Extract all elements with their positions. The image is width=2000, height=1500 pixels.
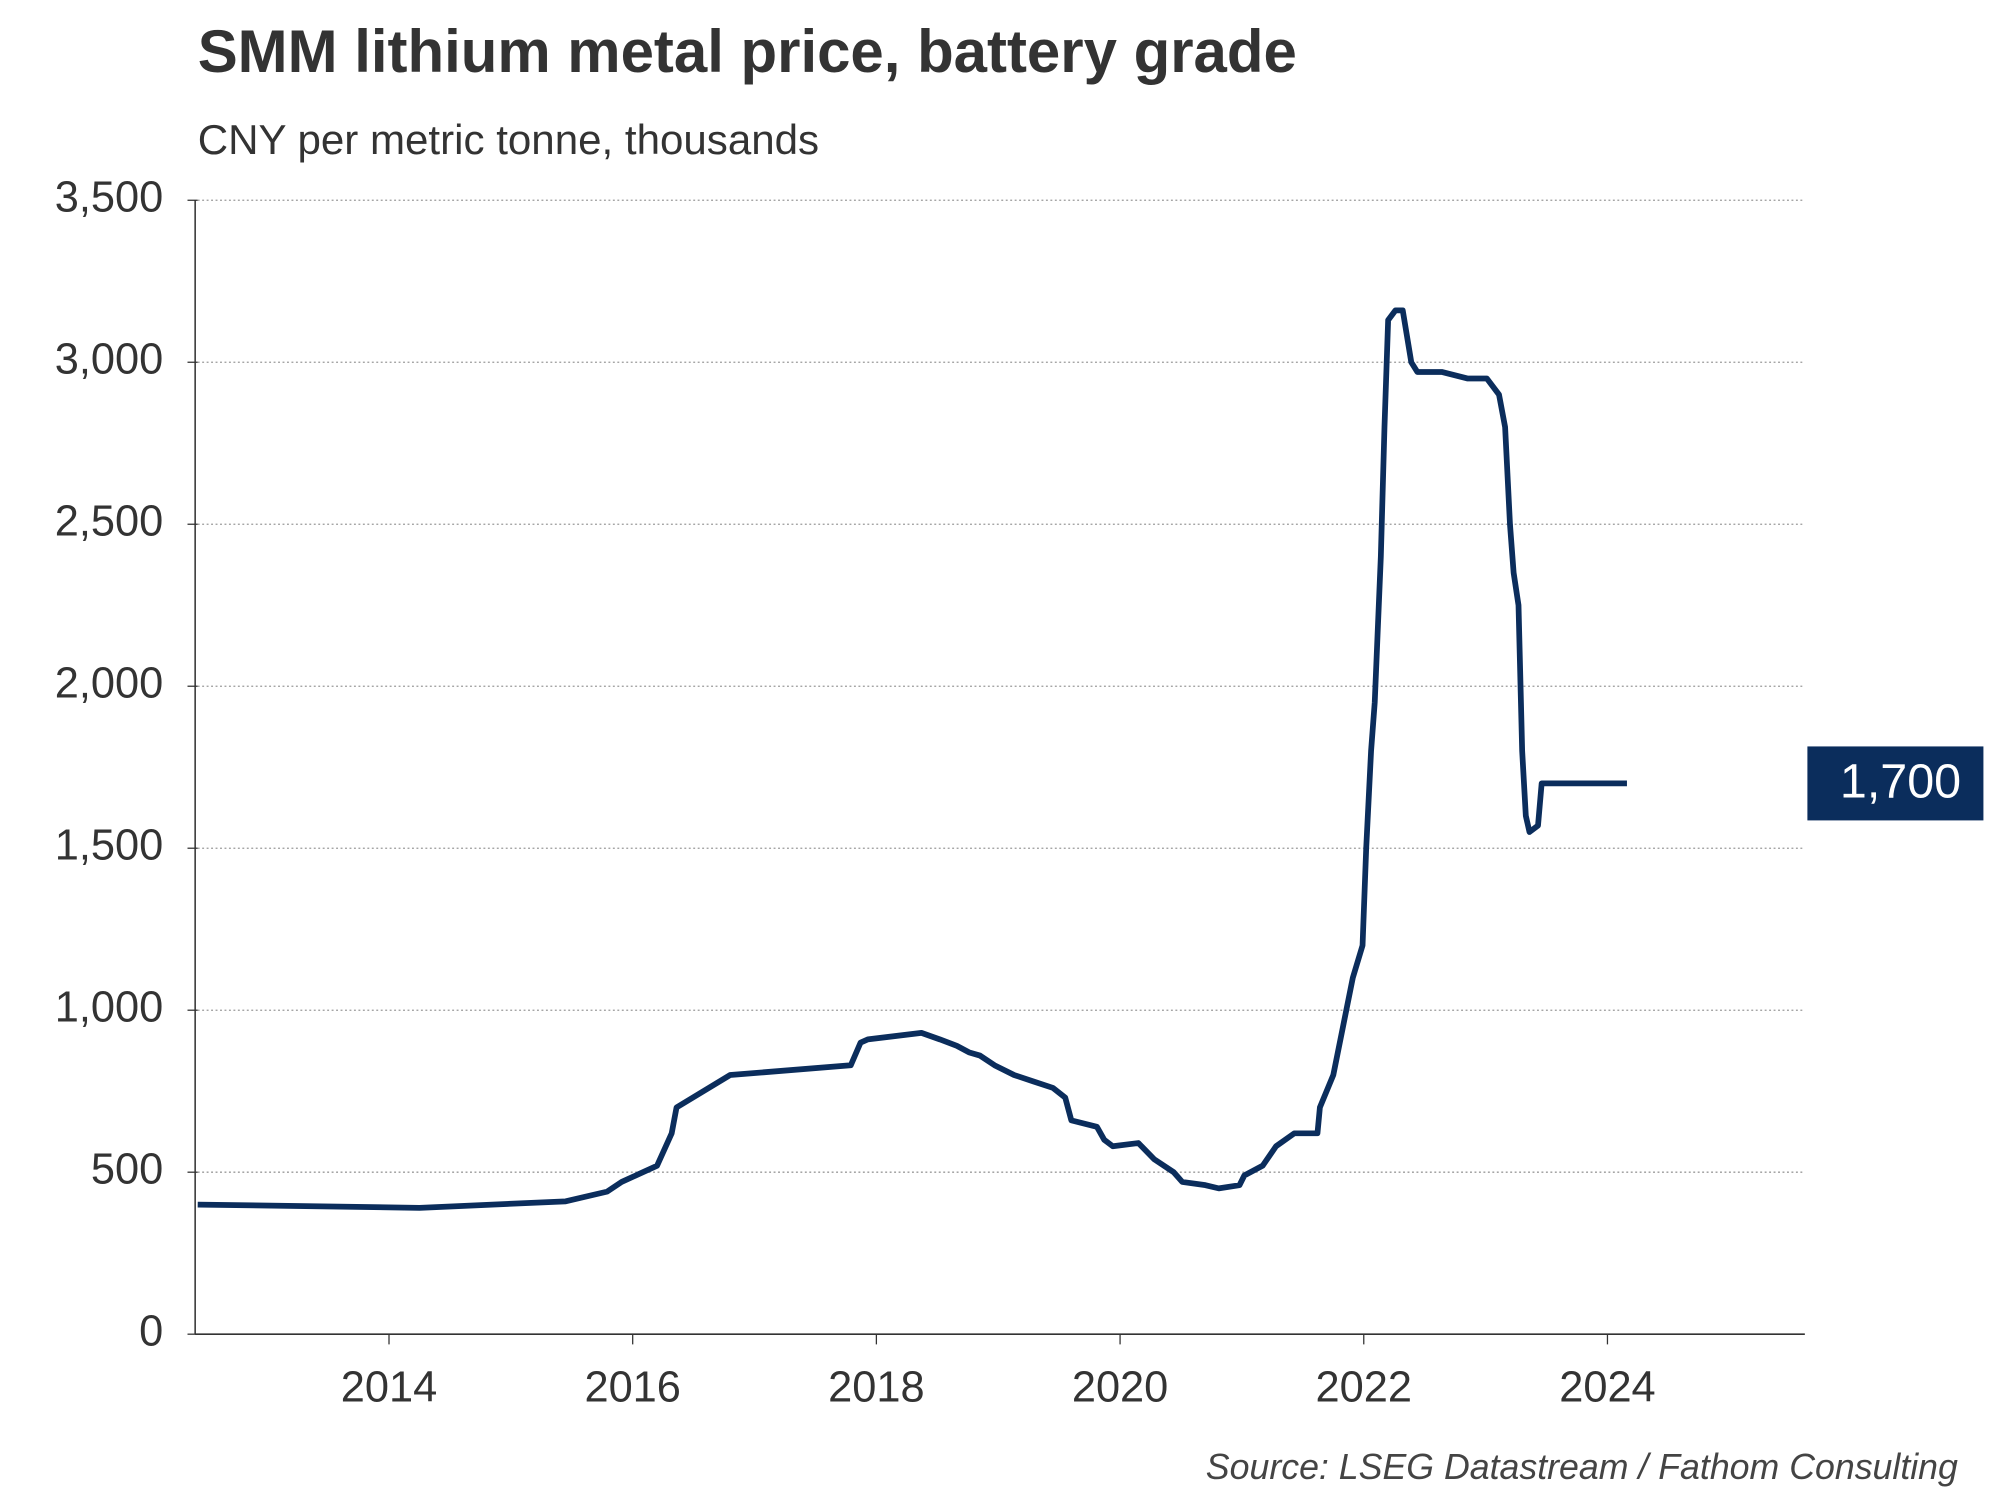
price-line [197,307,1627,1211]
end-label-box [1807,746,1984,821]
end-label: 1,700 [1840,754,1961,808]
y-tick-label: 500 [91,1146,163,1194]
x-tick-label: 2014 [341,1364,437,1412]
y-tick-label: 1,000 [55,984,164,1032]
y-tick-label: 3,000 [55,336,164,384]
y-tick-label: 0 [139,1308,163,1356]
x-tick-label: 2020 [1072,1364,1168,1412]
chart-title: SMM lithium metal price, battery grade [198,18,1297,85]
chart-subtitle: CNY per metric tonne, thousands [198,116,819,163]
y-tick-label: 2,500 [55,498,164,546]
x-tick-label: 2024 [1559,1364,1655,1412]
y-tick-label: 3,500 [55,174,164,222]
y-tick-label: 1,500 [55,822,164,870]
source-note: Source: LSEG Datastream / Fathom Consult… [1206,1447,1958,1487]
x-tick-label: 2018 [828,1364,924,1412]
x-tick-label: 2016 [584,1364,680,1412]
y-tick-label: 2,000 [55,660,164,708]
x-tick-label: 2022 [1316,1364,1412,1412]
